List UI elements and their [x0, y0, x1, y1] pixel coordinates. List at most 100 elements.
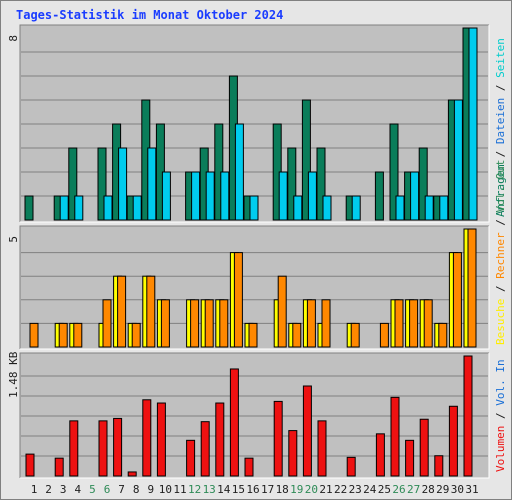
legends: Anfragen / Dateien / Seiten Besuche / Rec… — [494, 38, 507, 472]
bar-volumen-day-16 — [244, 457, 254, 477]
bars — [24, 27, 478, 477]
bar-rechner-day-14 — [219, 299, 229, 348]
bar-dateien-day-4 — [74, 195, 84, 221]
bar-volumen-day-14 — [215, 402, 225, 477]
bar-volumen-day-30 — [448, 405, 458, 477]
legend-item: Volumen — [494, 426, 507, 472]
bar-anfragen-day-26 — [389, 123, 399, 221]
x-tick-label-10: 10 — [159, 483, 172, 496]
x-tick-label-24: 24 — [363, 483, 377, 496]
legend-separator: / — [494, 406, 507, 426]
bar-volumen-day-12 — [186, 439, 196, 477]
x-tick-label-26: 26 — [392, 483, 405, 496]
bar-dateien-day-12 — [191, 171, 201, 221]
x-tick-label-15: 15 — [232, 483, 245, 496]
bar-dateien-day-20 — [307, 171, 317, 221]
bar-dateien-day-18 — [278, 171, 288, 221]
x-tick-label-4: 4 — [74, 483, 81, 496]
bar-dateien-day-6 — [103, 195, 113, 221]
x-tick-label-5: 5 — [89, 483, 96, 496]
bar-rechner-day-29 — [438, 322, 448, 348]
bar-dateien-day-16 — [249, 195, 259, 221]
x-tick-label-2: 2 — [45, 483, 52, 496]
bar-volumen-day-20 — [302, 385, 312, 477]
bar-rechner-day-18 — [277, 275, 287, 348]
bar-anfragen-day-25 — [374, 171, 384, 221]
bar-volumen-day-3 — [54, 457, 64, 477]
bar-dateien-day-27 — [410, 171, 420, 221]
legend-panel-2: Besuche / Rechner / Vol. Out — [494, 160, 507, 345]
bar-rechner-day-26 — [394, 299, 404, 348]
bar-volumen-day-18 — [273, 400, 283, 477]
x-tick-label-27: 27 — [407, 483, 420, 496]
legend-item: Anfragen — [494, 164, 507, 217]
bar-rechner-day-10 — [160, 299, 170, 348]
bar-rechner-day-1 — [29, 322, 39, 348]
bar-rechner-day-16 — [248, 322, 258, 348]
bar-anfragen-day-28 — [418, 147, 428, 221]
bar-volumen-day-25 — [375, 433, 385, 477]
legend-item: Dateien — [494, 98, 507, 144]
bar-anfragen-day-4 — [68, 147, 78, 221]
bar-dateien-day-21 — [322, 195, 332, 221]
legend-item: Rechner — [494, 232, 507, 279]
x-tick-label-1: 1 — [31, 483, 38, 496]
bar-volumen-day-1 — [25, 453, 35, 477]
legend-separator: / — [494, 279, 507, 299]
bar-anfragen-day-21 — [316, 147, 326, 221]
x-tick-label-23: 23 — [349, 483, 362, 496]
bar-anfragen-day-1 — [24, 195, 34, 221]
x-tick-label-22: 22 — [334, 483, 347, 496]
legend-item: Seiten — [494, 38, 507, 78]
y-max-label-bot: 1.48 KB — [7, 351, 20, 398]
x-tick-label-28: 28 — [422, 483, 435, 496]
legend-item: Besuche — [494, 299, 507, 345]
bar-dateien-day-7 — [118, 147, 128, 221]
bar-volumen-day-6 — [98, 420, 108, 477]
bar-rechner-day-8 — [131, 322, 141, 348]
bar-dateien-day-19 — [293, 195, 303, 221]
panel-top-bevel — [19, 24, 489, 222]
bar-rechner-day-6 — [102, 299, 112, 348]
x-tick-label-17: 17 — [261, 483, 274, 496]
bar-anfragen-day-6 — [97, 147, 107, 221]
panel-bot-bevel — [19, 352, 489, 478]
y-max-label-mid: 5 — [7, 236, 20, 243]
bar-volumen-day-9 — [142, 399, 152, 477]
bar-rechner-day-20 — [306, 299, 316, 348]
panel-mid-bevel — [19, 225, 489, 349]
legend-item: Vol. In — [494, 359, 507, 405]
bar-rechner-day-27 — [409, 299, 419, 348]
bar-rechner-day-15 — [233, 252, 243, 348]
panel-bot-bevel-light — [20, 353, 490, 479]
bar-rechner-day-7 — [117, 275, 127, 348]
bar-dateien-day-29 — [439, 195, 449, 221]
legend-separator: / — [494, 144, 507, 164]
bar-rechner-day-9 — [146, 275, 156, 348]
bar-volumen-day-29 — [434, 455, 444, 477]
bar-volumen-day-8 — [127, 471, 137, 477]
x-tick-label-8: 8 — [133, 483, 140, 496]
x-tick-label-7: 7 — [118, 483, 125, 496]
bar-rechner-day-19 — [292, 322, 302, 348]
bar-volumen-day-13 — [200, 421, 210, 477]
bar-dateien-day-23 — [351, 195, 361, 221]
bar-volumen-day-23 — [346, 456, 356, 477]
x-axis-labels: 1 2 3 4 5 6 7 8 9 10 11 12 13 14 15 16 17 18 19 20 21 22 23 24 2… — [31, 483, 479, 496]
panel-group — [19, 24, 490, 479]
panel-top-bevel-light — [20, 25, 490, 223]
bar-volumen-day-7 — [113, 417, 123, 477]
bar-rechner-day-25 — [379, 322, 389, 348]
bar-volumen-day-26 — [390, 396, 400, 477]
x-tick-label-20: 20 — [305, 483, 318, 496]
bar-rechner-day-23 — [350, 322, 360, 348]
legend-panel-3: Volumen / Vol. In — [494, 359, 507, 472]
bar-rechner-day-3 — [58, 322, 68, 348]
legend-separator: / — [494, 213, 507, 233]
x-tick-label-29: 29 — [436, 483, 449, 496]
legend-separator: / — [494, 78, 507, 98]
bar-dateien-day-13 — [205, 171, 215, 221]
bar-rechner-day-28 — [423, 299, 433, 348]
bar-dateien-day-14 — [220, 171, 230, 221]
